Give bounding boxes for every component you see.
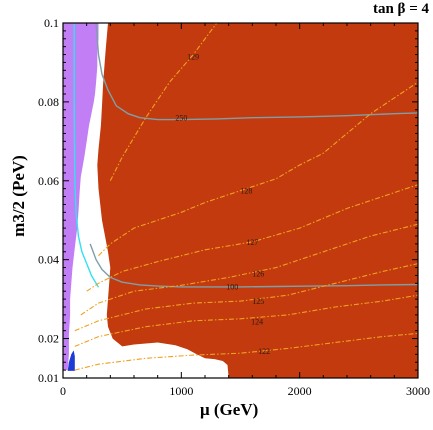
y-axis-label: m3/2 (PeV)	[9, 151, 29, 241]
contour-lines	[73, 22, 419, 371]
y-tick-label: 0.01	[38, 371, 59, 385]
contour-250	[95, 22, 419, 121]
contour-127	[86, 184, 419, 292]
y-tick-label: 0.02	[38, 332, 59, 346]
axis-ticks: 0 1000 2000 3000 0.01 0.02 0.04 0.06 0.08 0.1	[38, 16, 430, 398]
contour-label-250: 250	[175, 114, 187, 123]
plot-frame	[62, 22, 419, 379]
y-tick-label: 0.1	[44, 16, 59, 30]
x-axis-label: μ (GeV)	[200, 400, 259, 419]
contour-125	[74, 263, 419, 332]
chart-title: tan β = 4	[372, 1, 429, 17]
contour-124	[74, 294, 419, 347]
contour-line-2	[73, 23, 100, 288]
contour-label-129: 129	[187, 53, 199, 62]
x-tick-label: 0	[60, 384, 66, 398]
contour-label-126: 126	[252, 269, 264, 278]
y-axis-label-text: m3/2 (PeV)	[9, 155, 28, 237]
region-red	[97, 23, 419, 378]
contour-label-128: 128	[240, 187, 252, 196]
contour-label-125: 125	[252, 297, 264, 306]
region-blue	[67, 350, 75, 371]
region-purple	[63, 23, 99, 371]
x-tick-label: 1000	[169, 384, 193, 398]
x-tick-label: 2000	[288, 384, 312, 398]
contour-label-124: 124	[251, 318, 263, 327]
contour-122	[74, 332, 419, 371]
y-tick-label: 0.08	[38, 95, 59, 109]
contour-100	[89, 243, 419, 288]
contour-128	[98, 81, 419, 257]
x-tick-label: 3000	[406, 384, 430, 398]
contour-label-122: 122	[258, 347, 270, 356]
contour-129	[109, 22, 218, 182]
contour-label-100: 100	[226, 282, 238, 291]
contour-labels: 250 100 129 128 127 126 125 124 122	[175, 53, 270, 357]
y-tick-label: 0.04	[38, 253, 59, 267]
contour-126	[80, 223, 419, 316]
contour-label-127: 127	[246, 238, 258, 247]
y-tick-label: 0.06	[38, 174, 59, 188]
shaded-regions	[63, 23, 419, 378]
